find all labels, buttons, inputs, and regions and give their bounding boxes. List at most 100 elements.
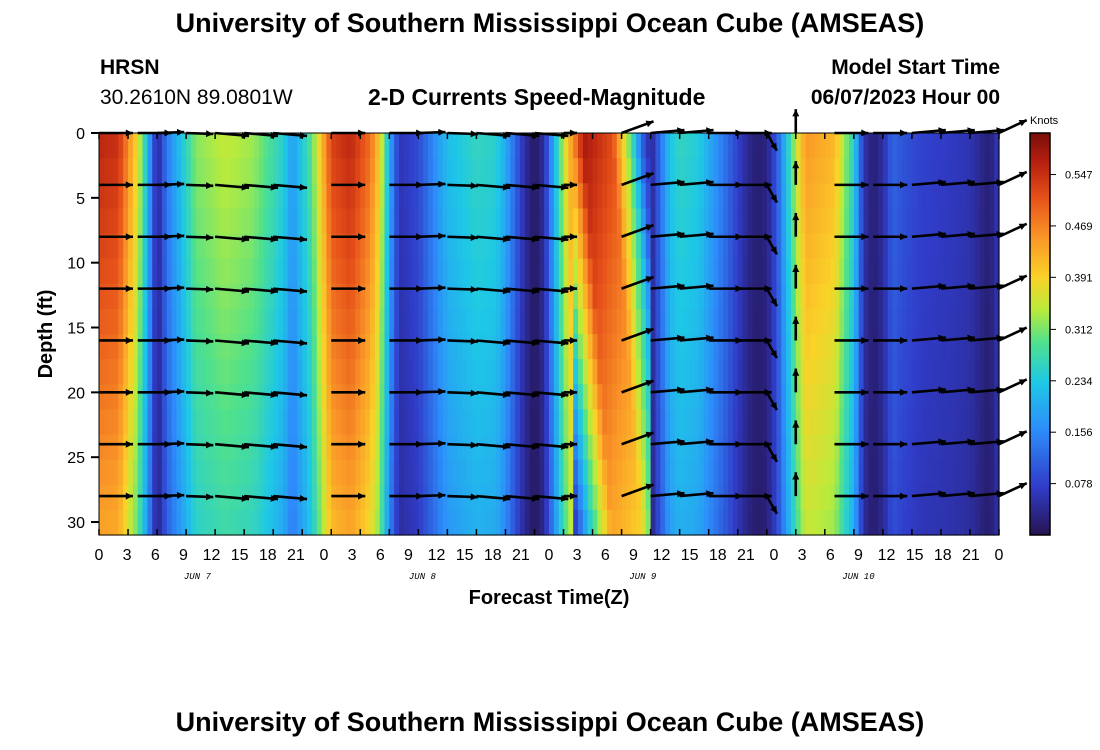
heatmap-cell [437, 208, 444, 235]
heatmap-cell [239, 283, 245, 310]
heatmap-cell [394, 208, 400, 235]
heatmap-cell [902, 183, 908, 209]
heatmap-cell [945, 183, 952, 209]
heatmap-cell [761, 183, 768, 209]
heatmap-cell [689, 133, 695, 159]
x-axis-ticks: 0 3 6 9 12 15 18 21 0 3 6 9 12 15 18 21 0 3 6 9 12 15 18 21 0 3 6 9… [95, 133, 1004, 564]
heatmap-cell [137, 283, 144, 310]
heatmap-cell [471, 409, 478, 436]
heatmap-cell [578, 133, 584, 159]
heatmap-cell [113, 283, 119, 310]
heatmap-cell [539, 283, 545, 310]
heatmap-cell [224, 409, 231, 436]
heatmap-cell [355, 308, 361, 335]
heatmap-cell [732, 359, 739, 385]
heatmap-cell [752, 208, 758, 235]
heatmap-cell [186, 334, 192, 360]
heatmap-cell [287, 459, 294, 486]
heatmap-cell [229, 308, 236, 335]
heatmap-cell [728, 233, 734, 260]
heatmap-cell [969, 183, 976, 209]
heatmap-cell [244, 384, 250, 410]
vector-arrowhead [677, 282, 685, 290]
heatmap-cell [481, 258, 487, 285]
heatmap-cell [118, 133, 124, 159]
heatmap-cell [258, 183, 265, 209]
heatmap-cell [805, 409, 811, 436]
heatmap-cell [873, 183, 879, 209]
heatmap-cell [360, 308, 366, 335]
heatmap-cell [123, 258, 129, 285]
heatmap-cell [936, 484, 942, 511]
heatmap-cell [345, 459, 352, 486]
heatmap-cell [752, 384, 758, 410]
heatmap-cell [950, 233, 957, 260]
heatmap-cell [539, 334, 545, 360]
heatmap-cell [645, 434, 652, 461]
vector-arrowhead [770, 142, 777, 151]
heatmap-cell [476, 359, 482, 385]
heatmap-cell [118, 384, 124, 410]
heatmap-cell [689, 334, 695, 360]
heatmap-cell [500, 308, 507, 335]
heatmap-cell [229, 258, 236, 285]
heatmap-cell [771, 384, 778, 410]
heatmap-cell [960, 509, 966, 536]
heatmap-cell [800, 158, 807, 184]
heatmap-cell [592, 308, 598, 335]
heatmap-cell [384, 434, 390, 461]
heatmap-cell [679, 484, 686, 511]
heatmap-cell [321, 233, 328, 260]
heatmap-cell [171, 509, 178, 536]
heatmap-cell [297, 308, 303, 335]
heatmap-cell [268, 233, 274, 260]
heatmap-cell [495, 384, 502, 410]
heatmap-cell [597, 183, 603, 209]
heatmap-cell [413, 459, 419, 486]
heatmap-cell [384, 308, 390, 335]
heatmap-cell [587, 233, 594, 260]
vector-arrowhead [270, 183, 279, 191]
heatmap-cell [113, 459, 119, 486]
heatmap-cell [892, 183, 898, 209]
heatmap-cell [157, 183, 163, 209]
heatmap-cell [394, 334, 400, 360]
heatmap-cell [631, 183, 637, 209]
heatmap-cell [379, 258, 386, 285]
heatmap-cell [529, 133, 536, 159]
heatmap-cell [674, 308, 681, 335]
heatmap-cell [171, 208, 178, 235]
heatmap-cell [539, 434, 545, 461]
colorbar-tick-label: 0.391 [1065, 272, 1093, 284]
heatmap-cell [636, 459, 642, 486]
heatmap-cell [437, 133, 444, 159]
heatmap-cell [345, 434, 352, 461]
heatmap-cell [582, 384, 589, 410]
heatmap-cell [258, 233, 265, 260]
heatmap-cell [181, 208, 187, 235]
heatmap-cell [742, 509, 748, 536]
heatmap-cell [650, 283, 657, 310]
heatmap-cell [732, 509, 739, 536]
heatmap-cell [108, 283, 115, 310]
heatmap-cell [631, 133, 637, 159]
heatmap-cell [911, 459, 918, 486]
heatmap-cell [819, 359, 826, 385]
heatmap-cell [892, 283, 898, 310]
heatmap-cell [747, 308, 753, 335]
heatmap-cell [940, 283, 947, 310]
heatmap-cell [849, 509, 855, 536]
heatmap-cell [157, 484, 163, 511]
heatmap-cell [684, 133, 690, 159]
heatmap-cell [602, 384, 608, 410]
vector-arrowhead [1018, 119, 1027, 127]
heatmap-cell [500, 233, 507, 260]
heatmap-cell [718, 459, 724, 486]
heatmap-cell [974, 283, 981, 310]
heatmap-cell [795, 334, 802, 360]
repeated-title: University of Southern Mississippi Ocean… [175, 707, 925, 737]
heatmap-cell [940, 434, 947, 461]
heatmap-cell [524, 283, 531, 310]
heatmap-cell [316, 509, 323, 536]
heatmap-cell [408, 484, 415, 511]
